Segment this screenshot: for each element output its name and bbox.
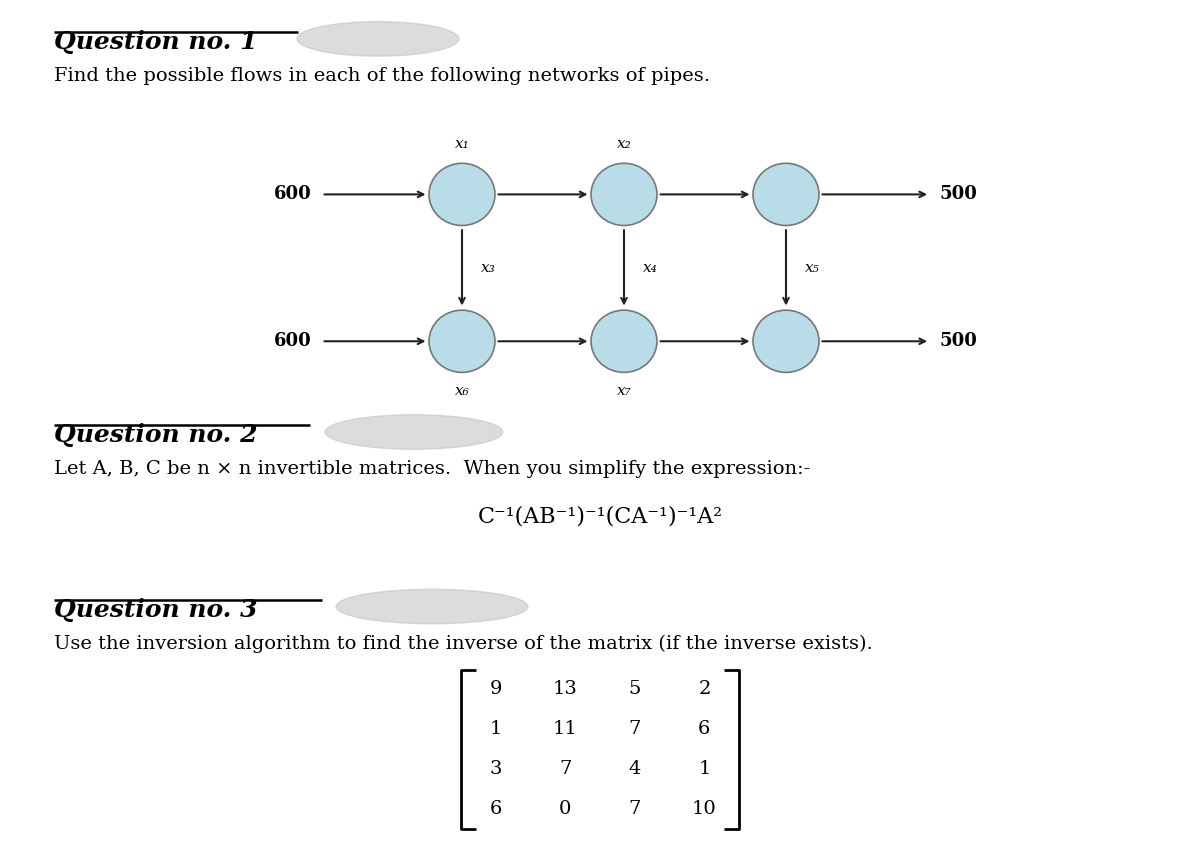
- Text: 500: 500: [940, 333, 978, 350]
- Text: 600: 600: [275, 186, 312, 203]
- Text: x₁: x₁: [455, 137, 469, 151]
- Text: 6: 6: [698, 721, 710, 738]
- Ellipse shape: [430, 163, 496, 226]
- Text: 1: 1: [490, 721, 502, 738]
- Text: x₅: x₅: [805, 261, 820, 275]
- Ellipse shape: [430, 310, 496, 372]
- Text: 3: 3: [490, 760, 502, 778]
- Text: 2: 2: [698, 681, 710, 698]
- Text: Question no. 1: Question no. 1: [54, 30, 258, 54]
- Text: 600: 600: [275, 333, 312, 350]
- Ellipse shape: [754, 310, 818, 372]
- Text: x₂: x₂: [617, 137, 631, 151]
- Ellipse shape: [336, 589, 528, 624]
- Ellipse shape: [298, 22, 458, 56]
- Ellipse shape: [754, 163, 818, 226]
- Text: 5: 5: [629, 681, 641, 698]
- Text: 500: 500: [940, 186, 978, 203]
- Text: 0: 0: [559, 800, 571, 817]
- Text: 6: 6: [490, 800, 502, 817]
- Text: Find the possible flows in each of the following networks of pipes.: Find the possible flows in each of the f…: [54, 67, 710, 86]
- Text: x₄: x₄: [643, 261, 658, 275]
- Ellipse shape: [592, 163, 658, 226]
- Text: 7: 7: [629, 800, 641, 817]
- Text: 1: 1: [698, 760, 710, 778]
- Text: 7: 7: [629, 721, 641, 738]
- Text: 7: 7: [559, 760, 571, 778]
- Text: 13: 13: [553, 681, 577, 698]
- Ellipse shape: [325, 415, 503, 449]
- Text: C⁻¹(AB⁻¹)⁻¹(CA⁻¹)⁻¹A²: C⁻¹(AB⁻¹)⁻¹(CA⁻¹)⁻¹A²: [478, 505, 722, 527]
- Text: x₆: x₆: [455, 384, 469, 398]
- Text: Let A, B, C be n × n invertible matrices.  When you simplify the expression:-: Let A, B, C be n × n invertible matrices…: [54, 460, 810, 478]
- Text: 11: 11: [553, 721, 577, 738]
- Text: Question no. 2: Question no. 2: [54, 423, 258, 448]
- Text: x₃: x₃: [481, 261, 496, 275]
- Text: Question no. 3: Question no. 3: [54, 598, 258, 622]
- Ellipse shape: [592, 310, 658, 372]
- Text: 10: 10: [692, 800, 716, 817]
- Text: 4: 4: [629, 760, 641, 778]
- Text: 9: 9: [490, 681, 502, 698]
- Text: Use the inversion algorithm to find the inverse of the matrix (if the inverse ex: Use the inversion algorithm to find the …: [54, 635, 872, 653]
- Text: x₇: x₇: [617, 384, 631, 398]
